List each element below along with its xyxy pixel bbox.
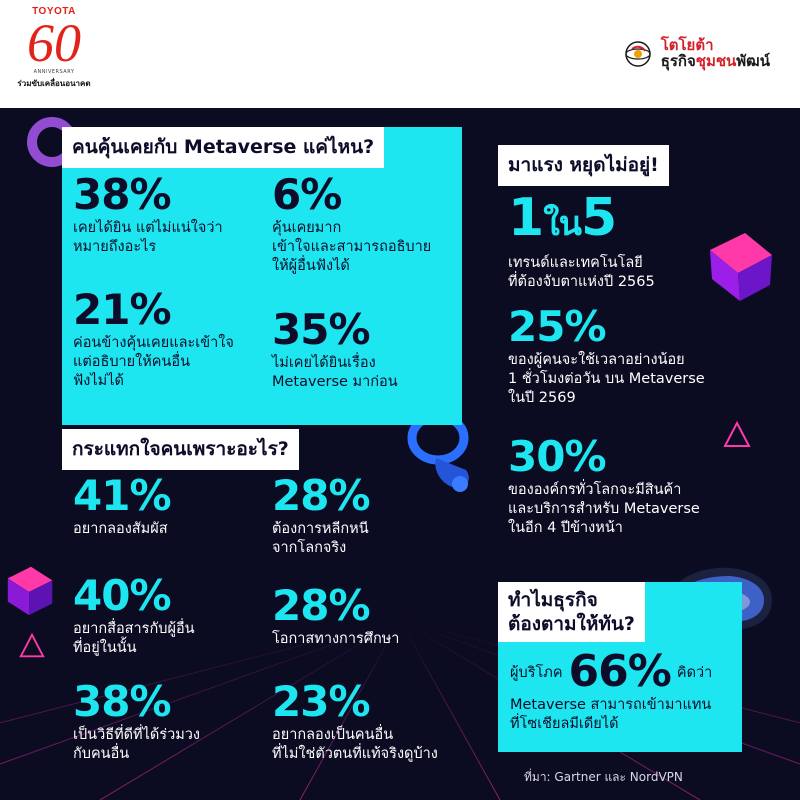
stat-value: 35% [272,305,371,354]
cube-icon [7,566,53,616]
familiarity-stat: 6% คุ้นเคยมาก เข้าใจและสามารถอธิบาย ให้ผ… [272,173,460,276]
toyota-brand: TOYOTA [32,6,76,17]
business-title-line1: ทำไมธุรกิจ [508,589,598,611]
stat-desc: อยากลองเป็นคนอื่น ที่ไม่ใช่ตัวตนที่แท้จร… [272,727,438,762]
business-title-line2: ต้องตามให้ทัน? [508,613,635,635]
business-desc: Metaverse สามารถเข้ามาแทน ที่โซเชียลมีเด… [510,697,712,732]
partner-bottom-c: พัฒน์ [736,51,770,70]
partner-logo: โตโยต้า ธุรกิจชุมชนพัฒน์ [623,36,770,70]
business-stat: ผู้บริโภค 66% คิดว่า Metaverse สามารถเข้… [510,650,750,734]
anniversary-word: ANNIVERSARY [33,69,75,75]
one-mid: ใน [543,204,582,244]
motivation-stat: 23% อยากลองเป็นคนอื่น ที่ไม่ใช่ตัวตนที่แ… [272,680,482,764]
stat-value: 25% [508,302,607,351]
familiarity-stat: 21% ค่อนข้างคุ้นเคยและเข้าใจ แต่อธิบายให… [73,288,263,391]
triangle-icon [19,632,45,658]
business-suffix: คิดว่า [676,664,713,681]
stat-desc: ต้องการหลีกหนี จากโลกจริง [272,521,369,556]
trend-stat: 25% ของผู้คนจะใช้เวลาอย่างน้อย 1 ชั่วโมง… [508,305,768,408]
one-a: 1 [508,188,544,248]
source-note: ที่มา: Gartner และ NordVPN [524,770,683,784]
cube-icon [710,233,772,301]
stat-value: 28% [272,471,371,520]
trend-stat: 30% ขององค์กรทั่วโลกจะมีสินค้า และบริการ… [508,435,768,538]
globe-icon [624,41,651,67]
motivation-stat: 28% โอกาสทางการศึกษา [272,584,467,649]
motivation-stat: 40% อยากสื่อสารกับผู้อื่น ที่อยู่ในนั้น [73,574,268,658]
stat-desc: เคยได้ยิน แต่ไม่แน่ใจว่า หมายถึงอะไร [73,220,223,255]
business-title: ทำไมธุรกิจ ต้องตามให้ทัน? [498,582,645,642]
motivation-stat: 28% ต้องการหลีกหนี จากโลกจริง [272,474,467,558]
triangle-icon [723,420,751,447]
one-b: 5 [581,188,617,248]
familiarity-panel [62,127,462,425]
header-bar: TOYOTA 60 ANNIVERSARY ร่วมขับเคลื่อนอนาค… [0,0,800,108]
stat-desc: อยากสื่อสารกับผู้อื่น ที่อยู่ในนั้น [73,621,195,656]
motivation-stat: 41% อยากลองสัมผัส [73,474,268,539]
stat-desc: ค่อนข้างคุ้นเคยและเข้าใจ แต่อธิบายให้คนอ… [73,335,234,389]
partner-bottom: ธุรกิจชุมชนพัฒน์ [660,51,770,70]
stat-value: 30% [508,432,607,481]
partner-top: โตโยต้า [660,36,714,54]
stat-value: 41% [73,471,172,520]
familiarity-stat: 38% เคยได้ยิน แต่ไม่แน่ใจว่า หมายถึงอะไร [73,173,263,257]
toyota-tagline: ร่วมขับเคลื่อนอนาคต [17,79,91,88]
toyota-60-logo: TOYOTA 60 ANNIVERSARY ร่วมขับเคลื่อนอนาค… [14,6,94,90]
familiarity-title: คนคุ้นเคยกับ Metaverse แค่ไหน? [62,127,385,168]
partner-bottom-b: ชุมชน [695,51,737,70]
stat-value: 6% [272,170,342,219]
stat-value: 21% [73,285,172,334]
stat-value: 38% [73,677,172,726]
stat-value: 38% [73,170,172,219]
stat-desc: อยากลองสัมผัส [73,521,168,537]
business-prefix: ผู้บริโภค [510,664,563,681]
stat-desc: ขององค์กรทั่วโลกจะมีสินค้า และบริการสำหร… [508,482,700,536]
stat-value: 28% [272,581,371,630]
partner-bottom-a: ธุรกิจ [660,51,696,70]
business-value: 66% [568,646,672,697]
motivation-title: กระแทกใจคนเพราะอะไร? [62,429,299,470]
stat-value: 1ใน5 [508,190,738,252]
stat-value: 23% [272,677,371,726]
stat-desc: ไม่เคยได้ยินเรื่อง Metaverse มาก่อน [272,355,398,390]
stat-desc: เทรนด์และเทคโนโลยี ที่ต้องจับตาแห่งปี 25… [508,255,655,290]
anniversary-number: 60 [27,13,81,73]
stat-desc: เป็นวิธีที่ดีที่ได้ร่วมวง กับคนอื่น [73,727,201,762]
trend-title: มาแรง หยุดไม่อยู่! [498,145,669,186]
familiarity-stat: 35% ไม่เคยได้ยินเรื่อง Metaverse มาก่อน [272,308,460,392]
stat-desc: โอกาสทางการศึกษา [272,631,400,647]
stat-desc: คุ้นเคยมาก เข้าใจและสามารถอธิบาย ให้ผู้อ… [272,220,432,274]
motivation-stat: 38% เป็นวิธีที่ดีที่ได้ร่วมวง กับคนอื่น [73,680,268,764]
trend-one-in-five: 1ใน5 เทรนด์และเทคโนโลยี ที่ต้องจับตาแห่ง… [508,190,738,292]
stat-value: 40% [73,571,172,620]
stat-desc: ของผู้คนจะใช้เวลาอย่างน้อย 1 ชั่วโมงต่อว… [508,352,705,406]
